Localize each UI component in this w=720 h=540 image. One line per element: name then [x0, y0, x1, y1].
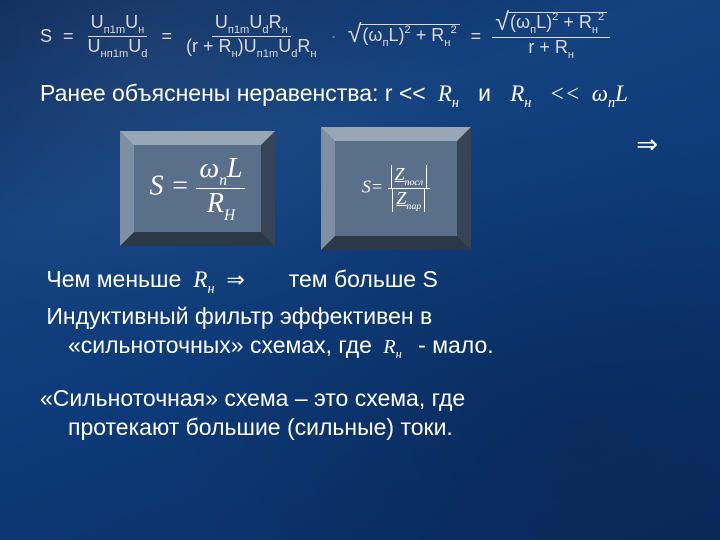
- box1-lhs: S =: [150, 171, 190, 202]
- formula-boxes-row: S = ωпL RH S= Zпосл Zпар: [120, 127, 680, 250]
- eq-equals-1: =: [60, 26, 77, 47]
- smaller-bigger-line: Чем меньше Rн ⇒ тем больше S: [40, 266, 680, 298]
- smaller-post: тем больше S: [289, 266, 438, 292]
- box2-lhs: S=: [362, 177, 383, 197]
- effective-a: Индуктивный фильтр эффективен в: [46, 303, 432, 329]
- implies-inline-icon: ⇒: [221, 267, 250, 292]
- effective-Rn: Rн: [378, 336, 411, 358]
- eq-equals-2: =: [158, 26, 175, 47]
- effective-b-post: - мало.: [418, 332, 494, 358]
- strong-current-line: «Сильноточная» схема – это схема, где пр…: [40, 384, 680, 442]
- ineq-rhs: << ωпL: [538, 81, 628, 106]
- effective-b-pre: «сильноточных» схемах, где: [68, 332, 372, 358]
- formula-box-main-content: S = ωпL RH: [150, 154, 246, 223]
- eq-frac-1: Uп1mUн Uнп1mUd: [85, 13, 151, 61]
- ineq-and: и: [465, 80, 503, 106]
- box2-frac: Zпосл Zпар: [388, 165, 431, 212]
- implies-arrow-icon: ⇒: [636, 130, 658, 160]
- box1-frac: ωпL RH: [196, 154, 245, 223]
- eq-dot-1: ·: [328, 26, 340, 47]
- strong-a: «Сильноточная» схема – это схема, где: [40, 385, 465, 411]
- formula-box-alt-content: S= Zпосл Zпар: [362, 165, 430, 212]
- top-equation: S = Uп1mUн Uнп1mUd = Uп1mUdRн (r + Rн)Uп…: [40, 12, 680, 62]
- ineq-Rn-2: Rн: [510, 81, 531, 106]
- eq-equals-3: =: [468, 26, 485, 47]
- ineq-pre: Ранее объяснены неравенства: r <<: [40, 80, 426, 106]
- formula-box-main: S = ωпL RH: [120, 131, 275, 246]
- eq-frac-2: Uп1mUdRн (r + Rн)Uп1mUdRн: [183, 13, 320, 61]
- effective-line: Индуктивный фильтр эффективен в «сильнот…: [40, 302, 680, 362]
- strong-b: протекают большие (сильные) токи.: [40, 413, 680, 442]
- smaller-Rn: Rн: [188, 267, 215, 292]
- smaller-pre: Чем меньше: [46, 266, 181, 292]
- eq-frac-3: (ωпL)2 + Rн2 r + Rн: [492, 12, 610, 62]
- slide-root: S = Uп1mUн Uнп1mUd = Uп1mUdRн (r + Rн)Uп…: [0, 0, 720, 540]
- eq-lhs: S: [40, 26, 52, 47]
- eq-sqrt-1: (ωпL)2 + Rн2: [348, 24, 460, 50]
- inequalities-line: Ранее объяснены неравенства: r << Rн и R…: [40, 80, 680, 112]
- formula-box-alt: S= Zпосл Zпар: [321, 127, 471, 250]
- ineq-Rn-1: Rн: [432, 81, 459, 106]
